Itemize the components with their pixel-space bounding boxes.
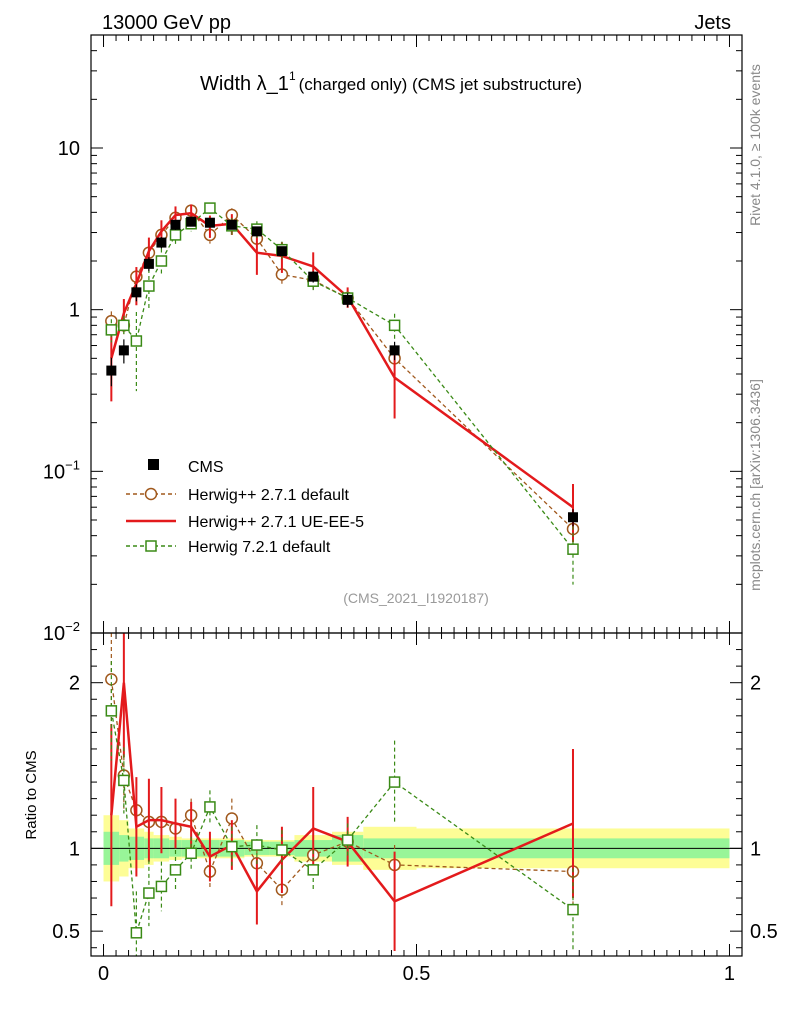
- ratio-y-tick-label-left: 1: [69, 838, 80, 860]
- process-label: Jets: [694, 12, 731, 34]
- y-tick-label: 10: [58, 138, 80, 160]
- y-tick-label-base: 1: [69, 300, 80, 322]
- ratio-point-square: [118, 774, 130, 787]
- series-point-square: [143, 280, 155, 292]
- cms-point: [156, 237, 167, 248]
- ratio-point-square: [155, 880, 168, 893]
- ratio-y-tick-label-left: 0.5: [52, 921, 80, 943]
- ratio-point-square: [567, 903, 579, 916]
- y-tick-label-base: 10: [43, 461, 65, 483]
- cms-point: [186, 216, 197, 227]
- series-point-square: [388, 319, 401, 332]
- ratio-point-square: [388, 776, 401, 788]
- cms-point: [106, 365, 117, 376]
- ratio-series-layer: [105, 633, 580, 956]
- cms-point: [226, 219, 237, 230]
- legend-label-herwigpp-ueee5: Herwig++ 2.7.1 UE-EE-5: [188, 514, 364, 531]
- y-tick-label: 10−2: [43, 619, 80, 645]
- cms-point: [204, 217, 215, 228]
- mcplots-label: mcplots.cern.ch [arXiv:1306.3436]: [747, 379, 763, 591]
- ratio-y-tick-label-left: 2: [69, 673, 80, 695]
- cms-point: [251, 226, 262, 237]
- cms-point: [308, 271, 319, 282]
- y-tick-label-exponent: −1: [65, 457, 80, 472]
- ratio-point-square: [169, 864, 182, 876]
- legend-marker-herwig7-default: [145, 540, 157, 552]
- ratio-point-square: [226, 840, 238, 853]
- legend-marker-cms: [148, 459, 159, 470]
- ratio-y-tick-label-right: 1: [750, 838, 761, 860]
- series-point-square: [105, 324, 118, 336]
- cms-point: [170, 219, 181, 230]
- legend: CMS Herwig++ 2.7.1 default Herwig++ 2.7.…: [126, 459, 364, 556]
- ratio-panel: 0.5 0.5 1 1 2 2: [52, 632, 778, 957]
- ratio-axis-ticks: [91, 633, 742, 956]
- series-point-square: [567, 543, 579, 555]
- cms-point: [131, 287, 142, 298]
- y-tick-label-exponent: −2: [65, 619, 80, 634]
- ratio-point-square: [105, 705, 118, 717]
- ratio-point-square: [341, 834, 354, 846]
- series-point-square: [204, 202, 216, 214]
- ratio-point-square: [307, 864, 319, 876]
- cms-point: [389, 345, 400, 356]
- ratio-point-square: [204, 801, 216, 813]
- y-tick-label: 10−1: [43, 457, 80, 483]
- ratio-frame: [90, 632, 743, 957]
- ratio-point-square: [276, 844, 288, 856]
- ratio-point-square: [130, 927, 143, 939]
- legend-label-herwig7-default: Herwig 7.2.1 default: [188, 539, 331, 556]
- energy-label: 13000 GeV pp: [102, 12, 231, 34]
- legend-label-cms: CMS: [188, 459, 224, 476]
- title-main: Width λ_1: [200, 73, 289, 95]
- plot-title: Width λ_11 (charged only) (CMS jet substr…: [200, 69, 582, 95]
- title-subtext: (charged only) (CMS jet substructure): [299, 75, 582, 94]
- ratio-point-square: [143, 887, 155, 899]
- series-point-square: [118, 319, 130, 332]
- y-tick-label-base: 10: [58, 138, 80, 160]
- x-tick-label: 0.5: [403, 963, 431, 985]
- cms-point: [342, 294, 353, 305]
- cms-point: [567, 512, 578, 523]
- legend-marker-herwigpp-default: [144, 487, 158, 501]
- y-tick-label-base: 10: [43, 623, 65, 645]
- main-axis-ticks: [91, 34, 742, 634]
- ratio-y-tick-label-right: 2: [750, 673, 761, 695]
- ratio-series-line-2: [110, 710, 574, 934]
- ratio-y-tick-label-right: 0.5: [750, 921, 778, 943]
- legend-label-herwigpp-default: Herwig++ 2.7.1 default: [188, 487, 350, 504]
- x-tick-labels: 0 0.5 1: [98, 963, 735, 985]
- series-point-square: [130, 335, 143, 347]
- cms-point: [143, 258, 154, 269]
- title-superscript: 1: [289, 69, 296, 83]
- x-tick-label: 0: [98, 963, 109, 985]
- series-line-0: [111, 209, 574, 530]
- cms-point: [276, 246, 287, 257]
- analysis-id: (CMS_2021_I1920187): [343, 590, 489, 606]
- y-tick-label: 1: [69, 300, 80, 322]
- rivet-label: Rivet 4.1.0, ≥ 100k events: [747, 64, 763, 226]
- ratio-point-square: [185, 847, 197, 860]
- x-tick-label: 1: [724, 963, 735, 985]
- ratio-y-tick-labels: 0.5 0.5 1 1 2 2: [52, 673, 778, 943]
- series-point-square: [155, 255, 168, 267]
- ratio-point-square: [251, 839, 263, 851]
- series-point-square: [169, 229, 182, 241]
- reference-points-layer: [106, 216, 578, 527]
- cms-point: [118, 345, 129, 356]
- ratio-y-axis-label: Ratio to CMS: [23, 750, 40, 839]
